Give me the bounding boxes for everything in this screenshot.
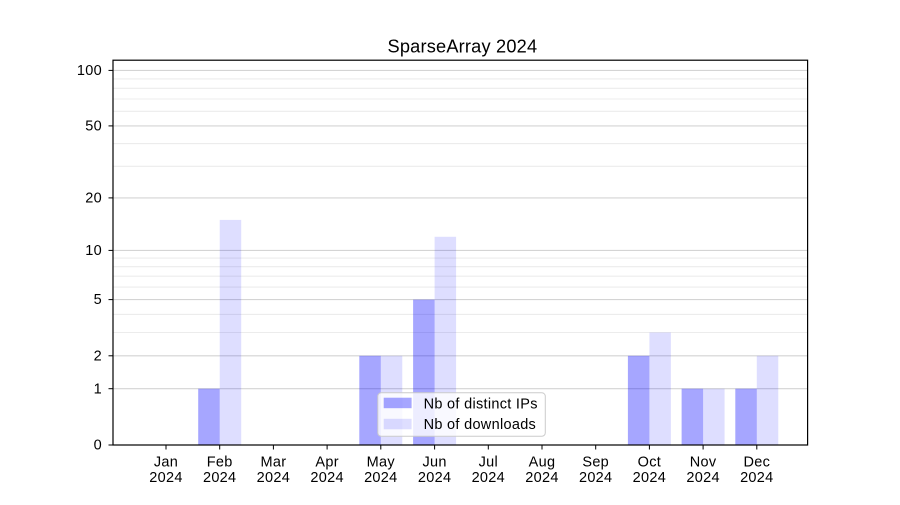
svg-text:2024: 2024: [203, 470, 236, 486]
svg-text:2024: 2024: [364, 470, 397, 486]
svg-text:May: May: [367, 454, 396, 470]
svg-text:Aug: Aug: [529, 454, 556, 470]
svg-text:Nb of downloads: Nb of downloads: [424, 417, 537, 433]
svg-text:2024: 2024: [472, 470, 505, 486]
svg-text:Mar: Mar: [260, 454, 286, 470]
svg-text:2024: 2024: [257, 470, 290, 486]
svg-text:Feb: Feb: [207, 454, 233, 470]
svg-text:2024: 2024: [633, 470, 666, 486]
svg-text:2024: 2024: [310, 470, 343, 486]
svg-text:2024: 2024: [686, 470, 719, 486]
svg-text:2024: 2024: [579, 470, 612, 486]
svg-text:Nb of distinct IPs: Nb of distinct IPs: [424, 397, 538, 413]
svg-text:Jun: Jun: [422, 454, 446, 470]
svg-text:Jan: Jan: [154, 454, 178, 470]
svg-text:Oct: Oct: [638, 454, 661, 470]
svg-text:Sep: Sep: [582, 454, 609, 470]
svg-text:10: 10: [85, 243, 102, 259]
svg-text:2024: 2024: [149, 470, 182, 486]
svg-text:Dec: Dec: [743, 454, 770, 470]
svg-text:2024: 2024: [740, 470, 773, 486]
svg-text:5: 5: [94, 292, 102, 308]
svg-text:100: 100: [77, 63, 102, 79]
svg-text:2: 2: [94, 348, 102, 364]
svg-text:1: 1: [94, 381, 102, 397]
svg-text:Jul: Jul: [479, 454, 498, 470]
svg-text:2024: 2024: [418, 470, 451, 486]
svg-text:SparseArray 2024: SparseArray 2024: [388, 36, 538, 56]
svg-text:Apr: Apr: [315, 454, 338, 470]
svg-text:20: 20: [85, 191, 102, 207]
svg-text:50: 50: [85, 119, 102, 135]
svg-text:Nov: Nov: [690, 454, 717, 470]
svg-text:2024: 2024: [525, 470, 558, 486]
svg-text:0: 0: [94, 438, 102, 454]
